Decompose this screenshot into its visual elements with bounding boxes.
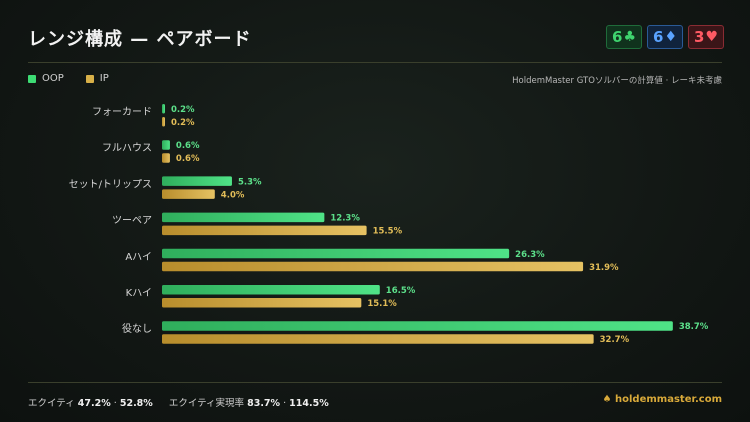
legend-label-oop: OOP: [42, 73, 64, 84]
data-label-ip: 31.9%: [589, 263, 619, 273]
diamond-icon: ♦: [664, 29, 677, 45]
data-label-oop: 5.3%: [238, 177, 262, 187]
bar-ip: [162, 189, 215, 199]
data-label-oop: 0.6%: [176, 141, 200, 151]
data-label-oop: 26.3%: [515, 250, 545, 260]
separator: ·: [113, 398, 117, 409]
source-note: HoldemMaster GTOソルバーの計算値 · レーキ未考慮: [512, 76, 722, 86]
realization-stat: エクイティ実現率 83.7% · 114.5%: [169, 395, 329, 409]
board-card-3: 3 ♥: [688, 25, 724, 49]
equity-oop: 47.2%: [77, 398, 111, 409]
footer-divider: [28, 382, 722, 383]
bar-oop: [162, 104, 165, 114]
legend-item-oop: OOP: [28, 73, 64, 84]
board-card-1: 6 ♣: [606, 25, 642, 49]
bar-ip: [162, 153, 170, 163]
legend-label-ip: IP: [99, 73, 109, 84]
card-rank: 6: [653, 28, 664, 46]
category-label: 役なし: [122, 322, 152, 335]
bar-oop: [162, 176, 232, 186]
card-rank: 3: [694, 28, 705, 46]
category-label: フルハウス: [102, 142, 152, 154]
bar-oop: [162, 212, 325, 223]
brand-text: holdemmaster.com: [615, 394, 722, 405]
realization-ip: 114.5%: [289, 398, 329, 409]
spade-icon: ♠: [602, 394, 612, 405]
bar-ip: [162, 117, 165, 127]
data-label-oop: 38.7%: [679, 322, 709, 332]
separator: ·: [283, 398, 287, 409]
category-label: ツーペア: [112, 216, 152, 227]
header-divider: [28, 62, 722, 63]
bar-ip: [162, 298, 362, 308]
equity-stat: エクイティ 47.2% · 52.8%: [28, 395, 153, 409]
footer-stats: エクイティ 47.2% · 52.8% エクイティ実現率 83.7% · 114…: [28, 395, 329, 409]
data-label-oop: 0.2%: [171, 105, 195, 115]
category-label: フォーカード: [92, 106, 152, 118]
realization-oop: 83.7%: [247, 398, 281, 409]
equity-label: エクイティ: [28, 398, 75, 409]
bar-ip: [162, 225, 367, 236]
data-label-oop: 12.3%: [330, 214, 360, 224]
data-label-ip: 0.2%: [171, 118, 195, 128]
bar-oop: [162, 140, 170, 150]
brand-link[interactable]: ♠ holdemmaster.com: [603, 394, 722, 405]
chart-legend: OOP IP: [28, 73, 109, 84]
category-label: セット/トリップス: [69, 178, 152, 190]
data-label-ip: 4.0%: [221, 190, 245, 200]
heart-icon: ♥: [705, 29, 718, 45]
data-label-oop: 16.5%: [386, 286, 416, 296]
category-label: Aハイ: [125, 252, 152, 263]
data-label-ip: 0.6%: [176, 154, 200, 164]
legend-swatch-ip: [85, 74, 94, 83]
realization-label: エクイティ実現率: [168, 398, 245, 409]
board-card-2: 6 ♦: [647, 25, 683, 49]
data-label-ip: 15.1%: [367, 299, 397, 309]
legend-swatch-oop: [28, 74, 36, 83]
board-cards: 6 ♣ 6 ♦ 3 ♥: [606, 25, 724, 49]
data-label-ip: 15.5%: [373, 227, 403, 237]
bar-ip: [162, 334, 594, 344]
club-icon: ♣: [623, 29, 636, 45]
bar-oop: [162, 285, 380, 295]
bar-oop: [162, 248, 510, 259]
bar-ip: [162, 261, 584, 272]
data-label-ip: 32.7%: [600, 335, 630, 345]
page-title: レンジ構成 — ペアボード: [28, 29, 252, 50]
card-rank: 6: [612, 28, 623, 46]
equity-ip: 52.8%: [119, 398, 153, 409]
category-label: Kハイ: [126, 288, 152, 299]
bar-oop: [162, 321, 673, 331]
legend-item-ip: IP: [85, 73, 109, 84]
